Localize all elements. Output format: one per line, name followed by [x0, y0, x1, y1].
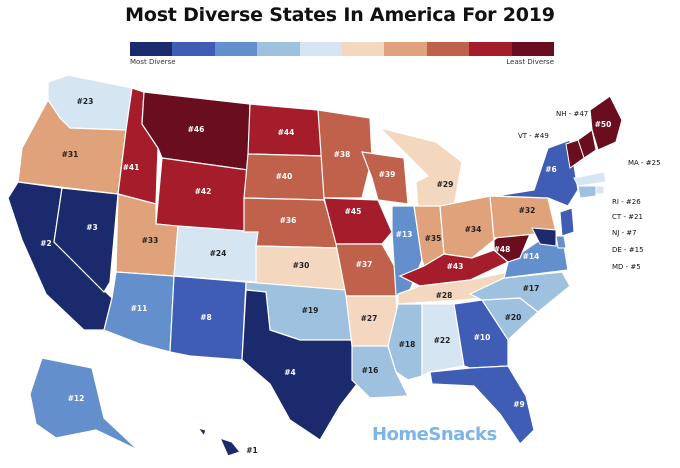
state-rank-nc: #17	[523, 284, 540, 293]
state-ia	[323, 197, 393, 245]
state-rank-mi: #29	[437, 180, 454, 189]
state-rank-nd: #44	[278, 128, 295, 137]
state-rank-ar: #27	[361, 314, 378, 323]
state-rank-mt: #46	[188, 125, 205, 134]
state-rank-ga: #10	[474, 333, 491, 342]
page-title: Most Diverse States In America For 2019	[125, 4, 555, 26]
state-rank-ky: #43	[447, 262, 464, 271]
state-rank-wi: #39	[379, 170, 396, 179]
side-label-vt: VT - #49	[518, 132, 549, 140]
state-rank-ms: #18	[399, 340, 416, 349]
state-rank-ks: #30	[293, 261, 310, 270]
state-va	[503, 239, 569, 279]
side-label-ri: RI - #26	[612, 198, 641, 206]
state-de	[555, 235, 567, 249]
state-rank-wy: #42	[195, 187, 212, 196]
state-fl	[429, 365, 535, 445]
state-rank-az: #11	[131, 304, 148, 313]
state-rank-nv: #3	[86, 223, 98, 232]
side-label-nh: NH - #47	[556, 110, 588, 118]
side-label-ma: MA - #25	[628, 159, 661, 167]
state-mo	[335, 243, 401, 297]
legend-swatch-10	[511, 42, 555, 56]
legend-swatch-7	[384, 42, 427, 56]
state-rank-hi: #1	[246, 446, 258, 455]
state-rank-ne: #36	[280, 216, 297, 225]
legend-swatch-9	[469, 42, 512, 56]
state-rank-ny: #6	[545, 165, 557, 174]
state-oh	[439, 195, 495, 259]
side-label-ct: CT - #21	[612, 213, 643, 221]
state-wi	[361, 151, 409, 205]
legend-most-label: Most Diverse	[130, 58, 176, 66]
state-rank-id: #41	[123, 163, 140, 172]
state-md	[531, 227, 557, 247]
state-rank-ok: #19	[302, 306, 319, 315]
state-hi	[196, 427, 242, 457]
legend-swatch-6	[342, 42, 385, 56]
state-ma	[573, 171, 607, 187]
state-rank-tx: #4	[284, 368, 296, 377]
state-rank-ia: #45	[345, 207, 362, 216]
state-rank-pa: #32	[519, 206, 536, 215]
side-label-de: DE - #15	[612, 246, 644, 254]
state-mn	[317, 109, 373, 199]
state-rank-tn: #28	[436, 291, 453, 300]
state-rank-oh: #34	[465, 225, 482, 234]
state-vt	[565, 139, 585, 169]
state-rank-mn: #38	[334, 150, 351, 159]
state-rank-co: #24	[210, 249, 227, 258]
state-nj	[559, 207, 575, 237]
state-ak	[29, 357, 139, 451]
legend-swatch-2	[172, 42, 215, 56]
legend-swatch-5	[299, 42, 343, 56]
state-tx	[241, 289, 361, 441]
state-rank-mo: #37	[356, 260, 373, 269]
state-rank-wa: #23	[77, 97, 94, 106]
color-legend	[130, 42, 555, 56]
state-nm	[169, 275, 247, 361]
state-ct	[577, 185, 597, 199]
legend-least-label: Least Diverse	[506, 58, 554, 66]
state-nv	[53, 187, 119, 293]
state-rank-la: #16	[362, 366, 379, 375]
state-rank-al: #22	[434, 336, 451, 345]
state-rank-ak: #12	[68, 394, 85, 403]
state-wy	[155, 157, 249, 235]
state-rank-il: #13	[396, 230, 413, 239]
state-rank-ca: #2	[40, 239, 52, 248]
state-ri	[595, 185, 605, 195]
state-rank-me: #50	[595, 120, 612, 129]
state-rank-ut: #33	[142, 236, 159, 245]
state-rank-sc: #20	[505, 313, 522, 322]
side-label-nj: NJ - #7	[612, 229, 637, 237]
state-rank-va: #14	[523, 252, 540, 261]
state-rank-wv: #48	[494, 245, 511, 254]
state-rank-nm: #8	[200, 313, 212, 322]
state-rank-fl: #9	[513, 400, 525, 409]
side-label-md: MD - #5	[612, 263, 641, 271]
legend-swatch-3	[214, 42, 258, 56]
legend-swatch-1	[130, 42, 173, 56]
state-ny	[495, 139, 579, 207]
legend-swatch-8	[426, 42, 470, 56]
state-al	[421, 303, 465, 377]
legend-swatch-4	[257, 42, 300, 56]
state-rank-in: #35	[425, 234, 442, 243]
state-rank-sd: #40	[276, 172, 293, 181]
state-rank-or: #31	[62, 150, 79, 159]
brand-logo: HomeSnacks	[372, 424, 497, 445]
